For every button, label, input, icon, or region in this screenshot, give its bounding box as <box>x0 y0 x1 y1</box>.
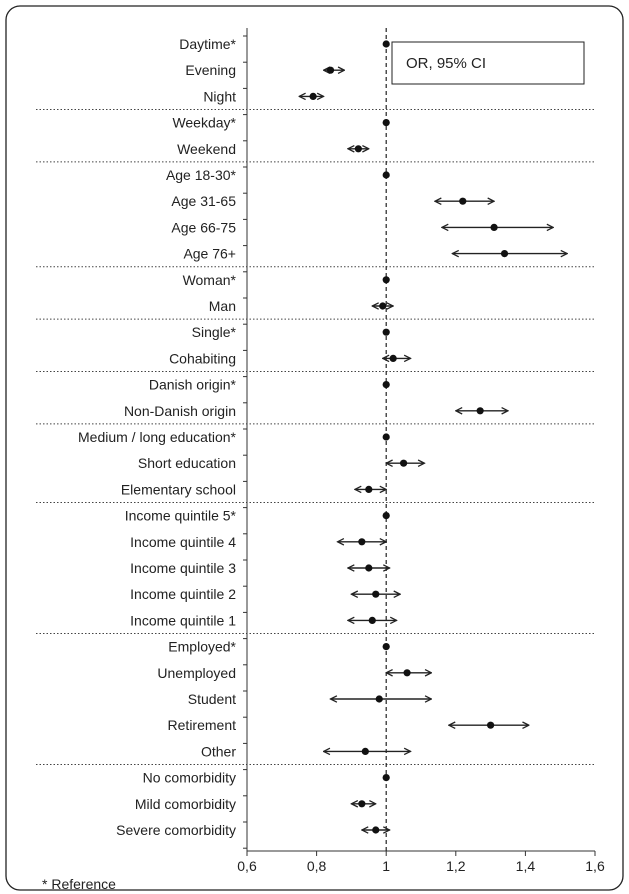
point-estimate <box>403 669 411 677</box>
point-estimate <box>368 616 376 625</box>
point-estimate <box>382 381 390 389</box>
row-label: Other <box>201 743 236 759</box>
x-tick-label: 1,2 <box>446 858 466 874</box>
row-label: Danish origin* <box>149 377 237 393</box>
point-estimate <box>490 223 498 231</box>
estimates <box>299 40 567 833</box>
point-estimate <box>382 643 390 651</box>
x-tick-label: 0,8 <box>307 858 327 874</box>
legend-box: OR, 95% CI <box>391 41 585 85</box>
point-estimate <box>382 276 390 284</box>
row-label: Unemployed <box>157 665 236 681</box>
point-estimate <box>476 407 484 415</box>
row-label: Weekday* <box>172 115 236 131</box>
row-label: Income quintile 5* <box>125 508 237 524</box>
point-estimate <box>361 747 369 756</box>
point-estimate <box>382 171 390 179</box>
row-label: Income quintile 3 <box>130 560 236 576</box>
row-labels: Daytime* Evening Night Weekday* Weekend Age 1… <box>78 36 237 838</box>
row-label: Man <box>209 298 236 314</box>
row-label: Income quintile 2 <box>130 586 236 602</box>
point-estimate <box>358 800 366 808</box>
row-label: Daytime* <box>179 36 236 52</box>
row-label: No comorbidity <box>143 770 236 786</box>
footnote: * Reference <box>42 876 116 892</box>
row-label: Income quintile 1 <box>130 612 236 628</box>
point-estimate <box>389 354 397 362</box>
row-label: Short education <box>138 455 236 471</box>
row-label: Retirement <box>168 717 237 733</box>
row-label: Income quintile 4 <box>130 534 236 550</box>
point-estimate <box>400 459 408 467</box>
point-estimate <box>382 328 390 336</box>
point-estimate <box>365 564 373 572</box>
point-estimate <box>358 538 366 546</box>
point-estimate <box>372 590 380 598</box>
row-label: Woman* <box>183 272 237 288</box>
point-estimate <box>487 721 495 729</box>
x-axis: 0,6 0,8 1 1,2 1,4 1,6 <box>237 28 605 874</box>
point-estimate <box>382 774 390 782</box>
x-tick-label: 1 <box>382 858 390 874</box>
row-label: Weekend <box>177 141 236 157</box>
row-label: Cohabiting <box>169 350 236 366</box>
row-label: Age 76+ <box>183 246 236 262</box>
point-estimate <box>382 433 390 441</box>
row-label: Severe comorbidity <box>116 822 236 838</box>
x-tick-label: 1,4 <box>516 858 536 874</box>
row-label: Mild comorbidity <box>135 796 236 812</box>
point-estimate <box>372 826 380 834</box>
point-estimate <box>382 511 390 520</box>
point-estimate <box>326 66 335 74</box>
row-label: Student <box>188 691 236 707</box>
row-label: Age 18-30* <box>166 167 237 183</box>
row-label: Night <box>203 88 236 104</box>
point-estimate <box>500 250 509 258</box>
point-estimate <box>382 119 390 127</box>
point-estimate <box>459 197 467 205</box>
x-tick-label: 0,6 <box>237 858 257 874</box>
point-estimate <box>379 302 387 310</box>
row-label: Single* <box>192 324 237 340</box>
group-separators <box>36 109 595 765</box>
row-label: Non-Danish origin <box>124 403 236 419</box>
row-label: Age 66-75 <box>171 219 236 235</box>
legend-label: OR, 95% CI <box>406 55 486 72</box>
point-estimate <box>354 145 362 153</box>
outer-frame <box>5 5 624 891</box>
row-label: Employed* <box>168 639 236 655</box>
point-estimate <box>309 92 317 100</box>
point-estimate <box>382 40 390 48</box>
row-label: Evening <box>185 62 236 78</box>
row-label: Medium / long education* <box>78 429 237 445</box>
row-label: Elementary school <box>121 481 236 497</box>
point-estimate <box>375 695 383 703</box>
point-estimate <box>365 485 373 493</box>
x-tick-label: 1,6 <box>585 858 605 874</box>
row-label: Age 31-65 <box>171 193 236 209</box>
